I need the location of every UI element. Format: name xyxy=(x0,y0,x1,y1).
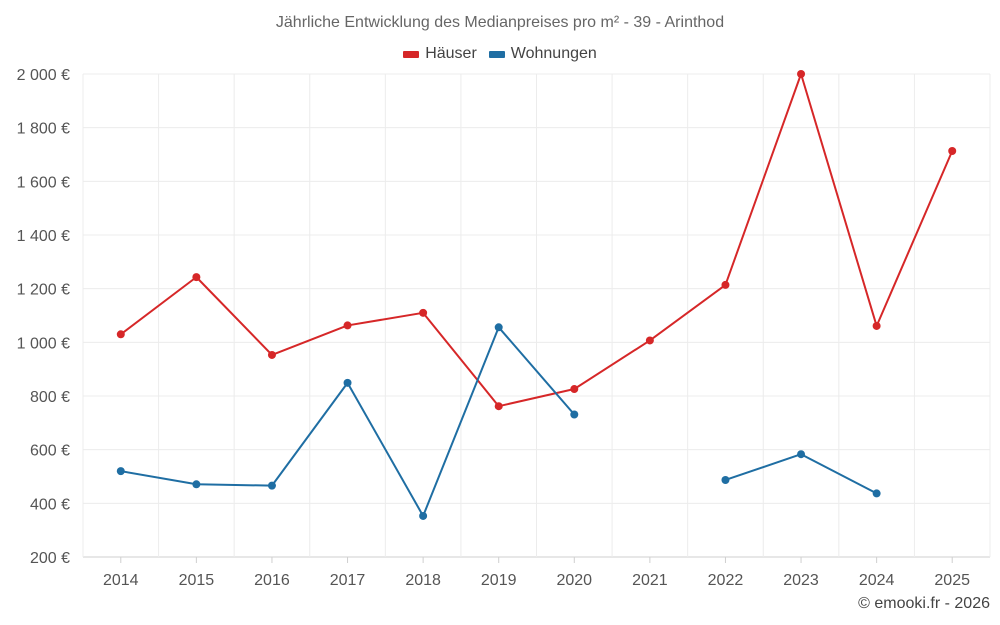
data-point-haeuser xyxy=(797,70,806,78)
x-tick-label: 2019 xyxy=(481,572,517,589)
data-point-haeuser xyxy=(267,350,276,359)
data-point-haeuser xyxy=(721,280,730,289)
y-tick-label: 1 200 € xyxy=(17,282,70,299)
data-point-haeuser xyxy=(116,330,125,339)
y-tick-label: 1 600 € xyxy=(17,174,70,191)
series-line-haeuser xyxy=(120,73,954,408)
y-tick-label: 200 € xyxy=(30,550,70,567)
data-point-haeuser xyxy=(192,273,201,282)
data-point-wohnungen xyxy=(343,378,352,387)
x-tick-label: 2021 xyxy=(632,572,668,589)
data-point-wohnungen xyxy=(872,489,881,498)
legend-label-haeuser: Häuser xyxy=(425,45,477,62)
x-tick-label: 2014 xyxy=(103,572,139,589)
data-point-haeuser xyxy=(343,321,352,330)
legend-item-haeuser[interactable]: Häuser xyxy=(403,45,477,63)
x-tick-label: 2024 xyxy=(859,572,895,589)
x-tick-label: 2016 xyxy=(254,572,290,589)
data-point-wohnungen xyxy=(192,480,201,489)
data-point-haeuser xyxy=(570,385,579,394)
data-point-wohnungen xyxy=(267,481,276,490)
y-tick-label: 600 € xyxy=(30,443,70,460)
data-point-haeuser xyxy=(494,402,503,411)
x-tick-label: 2020 xyxy=(556,572,592,589)
x-tick-label: 2017 xyxy=(330,572,366,589)
data-point-wohnungen xyxy=(116,467,125,476)
copyright-text: © emooki.fr - 2026 xyxy=(858,595,990,612)
x-tick-label: 2025 xyxy=(934,572,970,589)
x-tick-label: 2022 xyxy=(708,572,744,589)
y-tick-label: 1 400 € xyxy=(17,228,70,245)
legend: Häuser Wohnungen xyxy=(0,45,1000,63)
chart-title: Jährliche Entwicklung des Medianpreises … xyxy=(275,14,725,31)
legend-swatch-wohnungen xyxy=(488,50,505,58)
data-point-wohnungen xyxy=(494,323,503,332)
legend-label-wohnungen: Wohnungen xyxy=(510,45,597,62)
y-tick-label: 1 000 € xyxy=(17,335,70,352)
y-tick-label: 1 800 € xyxy=(17,121,70,138)
x-tick-label: 2015 xyxy=(179,572,215,589)
x-tick-label: 2018 xyxy=(405,572,441,589)
data-point-haeuser xyxy=(419,308,428,317)
y-tick-label: 400 € xyxy=(30,496,70,513)
series-line-wohnungen xyxy=(725,453,878,495)
legend-swatch-haeuser xyxy=(403,50,420,58)
data-point-wohnungen xyxy=(570,410,579,419)
data-point-haeuser xyxy=(872,321,881,330)
data-point-wohnungen xyxy=(419,511,428,520)
data-point-wohnungen xyxy=(721,475,730,484)
data-point-haeuser xyxy=(948,147,957,156)
y-tick-label: 2 000 € xyxy=(17,67,70,84)
data-point-wohnungen xyxy=(797,450,806,459)
y-tick-label: 800 € xyxy=(30,389,70,406)
x-tick-label: 2023 xyxy=(783,572,819,589)
data-point-haeuser xyxy=(645,336,654,345)
series-line-wohnungen xyxy=(120,326,576,517)
legend-item-wohnungen[interactable]: Wohnungen xyxy=(488,45,597,63)
